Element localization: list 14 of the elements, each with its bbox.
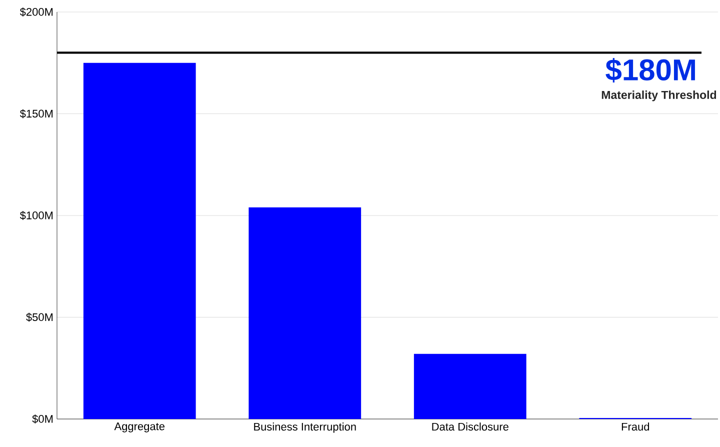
annotation: Materiality Threshold (602, 90, 716, 102)
x-tick-label: Fraud (622, 422, 650, 431)
bar (248, 207, 362, 419)
ref-line-label: $180M (606, 58, 695, 82)
y-tick-label: $100M (20, 211, 53, 220)
y-tick-label: $50M (26, 312, 53, 322)
bar (83, 62, 196, 419)
y-tick-label: $200M (20, 8, 53, 16)
bar (414, 354, 526, 419)
x-tick-label: Business Interruption (254, 422, 356, 433)
x-tick-label: Data Disclosure (432, 422, 508, 431)
y-tick-label: $0M (32, 414, 53, 424)
x-tick-label: Aggregate (114, 422, 165, 432)
y-tick-label: $150M (20, 109, 53, 118)
